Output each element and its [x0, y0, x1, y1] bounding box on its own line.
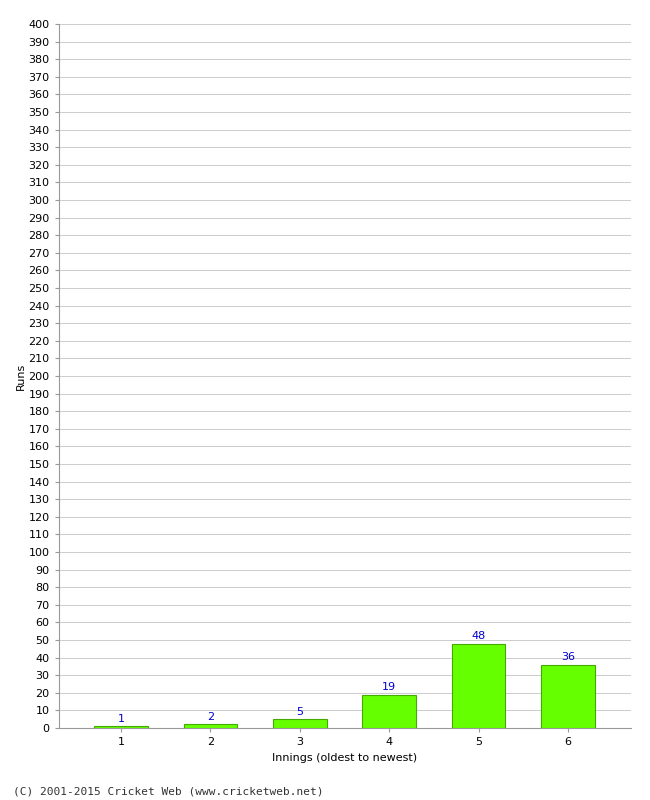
Bar — [363, 694, 416, 728]
Text: 5: 5 — [296, 706, 304, 717]
Bar — [452, 643, 506, 728]
Bar — [183, 725, 237, 728]
Bar — [94, 726, 148, 728]
X-axis label: Innings (oldest to newest): Innings (oldest to newest) — [272, 753, 417, 762]
Text: (C) 2001-2015 Cricket Web (www.cricketweb.net): (C) 2001-2015 Cricket Web (www.cricketwe… — [13, 786, 324, 796]
Bar — [541, 665, 595, 728]
Text: 36: 36 — [561, 652, 575, 662]
Text: 48: 48 — [471, 631, 486, 641]
Text: 1: 1 — [118, 714, 125, 723]
Text: 19: 19 — [382, 682, 396, 692]
Y-axis label: Runs: Runs — [16, 362, 25, 390]
Text: 2: 2 — [207, 712, 214, 722]
Bar — [273, 719, 326, 728]
